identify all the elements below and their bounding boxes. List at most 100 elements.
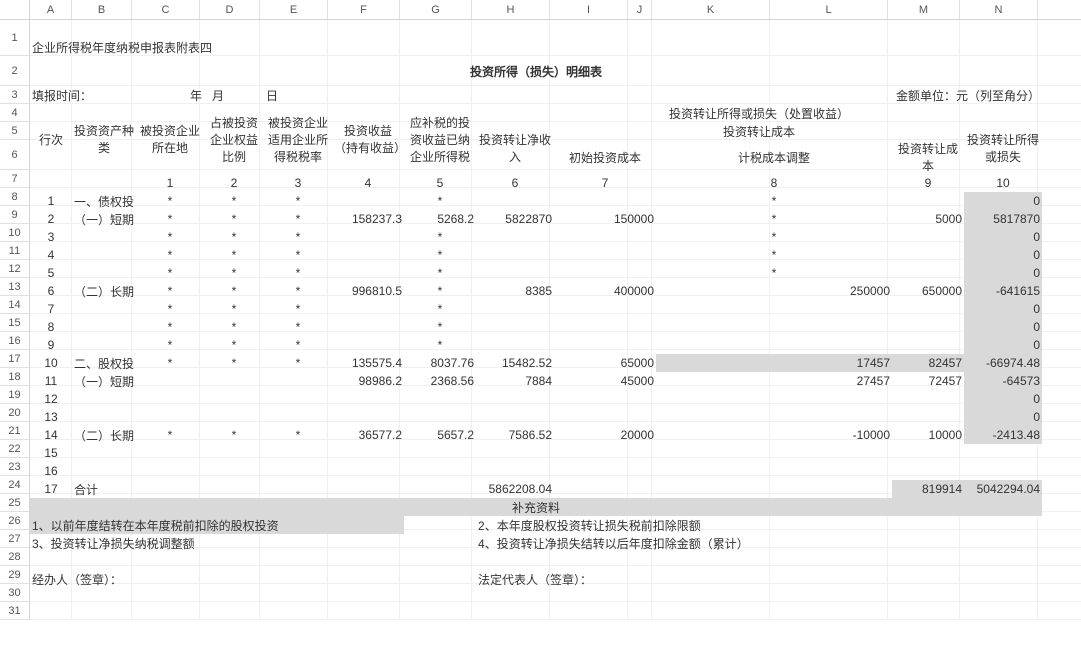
col-header-C[interactable]: C — [132, 0, 200, 19]
h-cost-header: 投资转让成本 — [554, 122, 964, 140]
row-header-18[interactable]: 18 — [0, 368, 30, 386]
data-row-14: 14 （二）长期 *** 36577.2 5657.2 7586.52 2000… — [30, 426, 1042, 444]
title-cell: 投资所得（损失）明细表 — [30, 56, 1042, 86]
supp4: 4、投资转让净损失结转以后年度扣除金额（累计） — [476, 534, 964, 552]
row-header-3[interactable]: 3 — [0, 86, 30, 104]
header-row-1: 行次 投资资产种类 被投资企业所在地 占被投资企业权益比例 被投资企业适用企业所… — [30, 104, 1042, 122]
h-net: 投资转让净收入 — [476, 122, 554, 174]
legal-label: 法定代表人（签章）： — [476, 570, 774, 588]
data-row-12: 12 0 — [30, 390, 1042, 408]
month-label: 月 — [204, 86, 264, 104]
h-ratio: 占被投资企业权益比例 — [204, 104, 264, 174]
col-header-E[interactable]: E — [260, 0, 328, 19]
row-header-11[interactable]: 11 — [0, 242, 30, 260]
column-headers: ABCDEFGHIJKLMN — [0, 0, 1081, 20]
col-header-N[interactable]: N — [960, 0, 1038, 19]
h-gain: 投资转让所得或损失 — [964, 122, 1042, 174]
data-row-7: 7 *** * 0 — [30, 300, 1042, 318]
data-row-1: 1 一、债权投 * * * * * 0 — [30, 192, 1042, 210]
row-header-5[interactable]: 5 — [0, 122, 30, 140]
header-nums: 1 2 3 4 5 6 7 8 9 10 — [30, 174, 1042, 192]
row-header-1[interactable]: 1 — [0, 20, 30, 56]
supp3: 3、投资转让净损失纳税调整额 — [30, 534, 404, 552]
col-header-I[interactable]: I — [550, 0, 628, 19]
row-header-16[interactable]: 16 — [0, 332, 30, 350]
supp2: 2、本年度股权投资转让损失税前扣除限额 — [476, 516, 964, 534]
h-adj: 计税成本调整 — [656, 140, 892, 174]
supp-row-1: 1、以前年度结转在本年度税前扣除的股权投资 2、本年度股权投资转让损失税前扣除限… — [30, 516, 1042, 534]
col-header-B[interactable]: B — [72, 0, 132, 19]
h-paid: 应补税的投资收益已纳企业所得税 — [404, 104, 476, 174]
spreadsheet: ABCDEFGHIJKLMN 1234567891011121314151617… — [0, 0, 1081, 620]
col-header-G[interactable]: G — [400, 0, 472, 19]
data-row-6: 6 （二）长期 *** 996810.5 * 8385 400000 25000… — [30, 282, 1042, 300]
col-header-H[interactable]: H — [472, 0, 550, 19]
h-asset: 投资资产种类 — [72, 104, 136, 174]
supp1: 1、以前年度结转在本年度税前扣除的股权投资 — [30, 516, 404, 534]
supp-title: 补充资料 — [30, 498, 1042, 516]
year-label: 年 — [136, 86, 204, 104]
row-header-17[interactable]: 17 — [0, 350, 30, 368]
row-header-8[interactable]: 8 — [0, 188, 30, 206]
row-header-14[interactable]: 14 — [0, 296, 30, 314]
subtitle-cell: 企业所得税年度纳税申报表附表四 — [30, 20, 1042, 56]
data-row-10: 10 二、股权投 *** 135575.4 8037.76 15482.52 6… — [30, 354, 1042, 372]
row-header-22[interactable]: 22 — [0, 440, 30, 458]
supp-row-2: 3、投资转让净损失纳税调整额 4、投资转让净损失结转以后年度扣除金额（累计） — [30, 534, 1042, 552]
h-rate: 被投资企业适用企业所得税税率 — [264, 104, 332, 174]
corner-cell — [0, 0, 30, 19]
h-loc: 被投资企业所在地 — [136, 104, 204, 174]
row-header-15[interactable]: 15 — [0, 314, 30, 332]
row-header-7[interactable]: 7 — [0, 170, 30, 188]
data-row-16: 16 — [30, 462, 1042, 480]
row-header-26[interactable]: 26 — [0, 512, 30, 530]
data-row-8: 8 *** * 0 — [30, 318, 1042, 336]
row-header-9[interactable]: 9 — [0, 206, 30, 224]
h-init: 初始投资成本 — [554, 140, 656, 174]
row-header-31[interactable]: 31 — [0, 602, 30, 620]
day-label: 日 — [264, 86, 332, 104]
data-row-2: 2 （一）短期 * * * 158237.3 5268.2 5822870 15… — [30, 210, 1042, 228]
col-header-K[interactable]: K — [652, 0, 770, 19]
col-header-J[interactable]: J — [628, 0, 652, 19]
row-header-19[interactable]: 19 — [0, 386, 30, 404]
col-header-A[interactable]: A — [30, 0, 72, 19]
h-transfer-header: 投资转让所得或损失（处置收益） — [476, 104, 1042, 122]
data-row-17: 17 合计 5862208.04 819914 5042294.04 — [30, 480, 1042, 498]
row-1: 企业所得税年度纳税申报表附表四 — [30, 20, 1042, 56]
row-2: 投资所得（损失）明细表 — [30, 56, 1042, 86]
supp-header: 补充资料 — [30, 498, 1042, 516]
row-3: 填报时间： 年 月 日 金额单位：元（列至角分） — [30, 86, 1042, 104]
row-header-23[interactable]: 23 — [0, 458, 30, 476]
preparer-label: 经办人（签章）： — [30, 570, 264, 588]
row-header-6[interactable]: 6 — [0, 140, 30, 170]
data-row-5: 5 *** * * 0 — [30, 264, 1042, 282]
row-header-28[interactable]: 28 — [0, 548, 30, 566]
h-row: 行次 — [30, 104, 72, 174]
data-row-9: 9 *** * 0 — [30, 336, 1042, 354]
col-header-D[interactable]: D — [200, 0, 260, 19]
h-income: 投资收益（持有收益） — [332, 104, 404, 174]
grid-area[interactable]: 企业所得税年度纳税申报表附表四 投资所得（损失）明细表 填报时间： 年 月 日 … — [30, 20, 1081, 620]
row-header-25[interactable]: 25 — [0, 494, 30, 512]
data-row-11: 11 （一）短期 98986.2 2368.56 7884 45000 2745… — [30, 372, 1042, 390]
h-cost: 投资转让成本 — [892, 140, 964, 174]
row-header-24[interactable]: 24 — [0, 476, 30, 494]
row-header-27[interactable]: 27 — [0, 530, 30, 548]
col-header-L[interactable]: L — [770, 0, 888, 19]
row-header-30[interactable]: 30 — [0, 584, 30, 602]
row-headers: 1234567891011121314151617181920212223242… — [0, 20, 30, 620]
row-header-12[interactable]: 12 — [0, 260, 30, 278]
row-header-20[interactable]: 20 — [0, 404, 30, 422]
row-header-4[interactable]: 4 — [0, 104, 30, 122]
fill-time-label: 填报时间： — [30, 86, 136, 104]
row-header-29[interactable]: 29 — [0, 566, 30, 584]
signature-row: 经办人（签章）： 法定代表人（签章）： — [30, 570, 1042, 588]
col-header-F[interactable]: F — [328, 0, 400, 19]
data-table: 企业所得税年度纳税申报表附表四 投资所得（损失）明细表 填报时间： 年 月 日 … — [30, 20, 1042, 588]
row-header-21[interactable]: 21 — [0, 422, 30, 440]
col-header-M[interactable]: M — [888, 0, 960, 19]
row-header-2[interactable]: 2 — [0, 56, 30, 86]
row-header-13[interactable]: 13 — [0, 278, 30, 296]
row-header-10[interactable]: 10 — [0, 224, 30, 242]
